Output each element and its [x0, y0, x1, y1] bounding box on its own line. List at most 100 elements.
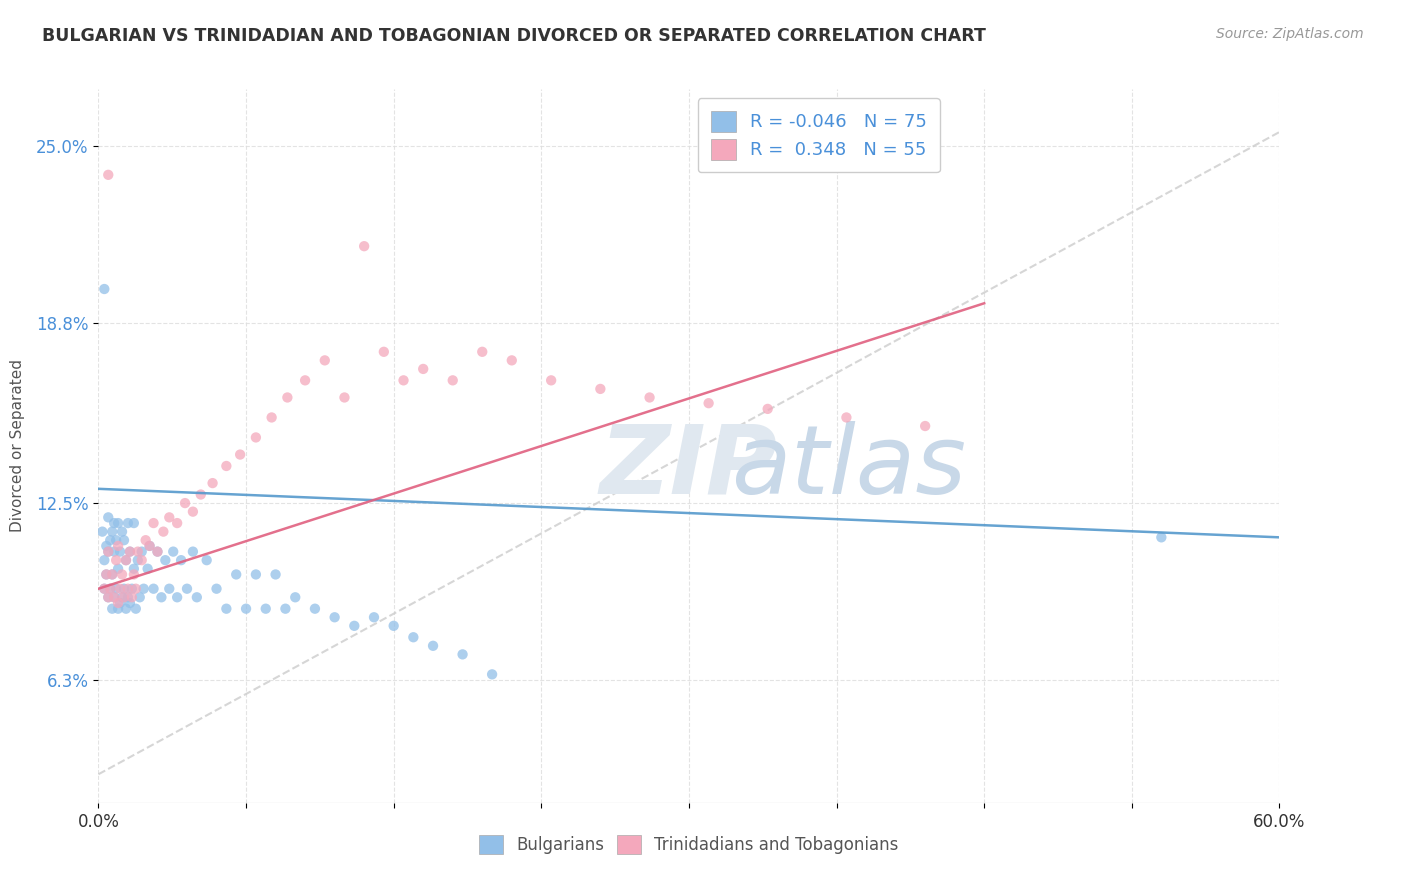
- Point: [323, 610, 346, 624]
- Point: [97, 544, 120, 558]
- Point: [136, 562, 159, 576]
- Point: [914, 419, 936, 434]
- Point: [107, 562, 129, 576]
- Point: [451, 648, 474, 662]
- Point: [333, 391, 356, 405]
- Point: [96, 567, 118, 582]
- Point: [118, 544, 141, 558]
- Point: [105, 553, 128, 567]
- Point: [135, 533, 157, 548]
- Text: ZIP: ZIP: [600, 421, 778, 514]
- Point: [304, 601, 326, 615]
- Point: [142, 516, 165, 530]
- Point: [589, 382, 612, 396]
- Text: atlas: atlas: [731, 421, 966, 514]
- Point: [138, 539, 160, 553]
- Legend: Bulgarians, Trinidadians and Tobagonians: Bulgarians, Trinidadians and Tobagonians: [468, 823, 910, 866]
- Point: [103, 516, 125, 530]
- Point: [118, 544, 141, 558]
- Point: [103, 544, 125, 558]
- Point: [101, 601, 124, 615]
- Point: [146, 544, 169, 558]
- Point: [111, 524, 134, 539]
- Point: [294, 373, 316, 387]
- Point: [697, 396, 720, 410]
- Point: [284, 591, 307, 605]
- Point: [112, 582, 135, 596]
- Point: [93, 553, 115, 567]
- Point: [97, 510, 120, 524]
- Point: [150, 591, 173, 605]
- Point: [103, 591, 125, 605]
- Point: [115, 553, 138, 567]
- Point: [121, 591, 143, 605]
- Point: [125, 582, 148, 596]
- Point: [91, 524, 114, 539]
- Point: [103, 591, 125, 605]
- Point: [101, 524, 124, 539]
- Point: [205, 582, 228, 596]
- Point: [122, 567, 145, 582]
- Point: [157, 510, 180, 524]
- Point: [108, 582, 131, 596]
- Text: Source: ZipAtlas.com: Source: ZipAtlas.com: [1216, 27, 1364, 41]
- Point: [201, 476, 224, 491]
- Point: [108, 596, 131, 610]
- Point: [166, 516, 188, 530]
- Point: [98, 533, 121, 548]
- Point: [93, 282, 115, 296]
- Point: [481, 667, 503, 681]
- Point: [97, 591, 120, 605]
- Point: [235, 601, 257, 615]
- Point: [245, 430, 267, 444]
- Point: [127, 553, 149, 567]
- Point: [115, 553, 138, 567]
- Point: [131, 553, 153, 567]
- Point: [274, 601, 297, 615]
- Point: [638, 391, 661, 405]
- Point: [441, 373, 464, 387]
- Point: [96, 567, 118, 582]
- Point: [132, 582, 155, 596]
- Point: [122, 516, 145, 530]
- Point: [101, 567, 124, 582]
- Point: [125, 601, 148, 615]
- Point: [157, 582, 180, 596]
- Point: [166, 591, 188, 605]
- Point: [117, 582, 139, 596]
- Point: [128, 591, 150, 605]
- Point: [186, 591, 208, 605]
- Point: [225, 567, 247, 582]
- Point: [101, 567, 124, 582]
- Point: [146, 544, 169, 558]
- Point: [93, 582, 115, 596]
- Point: [105, 533, 128, 548]
- Point: [264, 567, 287, 582]
- Point: [118, 596, 141, 610]
- Point: [96, 539, 118, 553]
- Point: [97, 544, 120, 558]
- Point: [111, 591, 134, 605]
- Point: [471, 344, 494, 359]
- Point: [107, 516, 129, 530]
- Point: [138, 539, 160, 553]
- Point: [382, 619, 405, 633]
- Point: [107, 601, 129, 615]
- Point: [343, 619, 366, 633]
- Point: [93, 582, 115, 596]
- Point: [422, 639, 444, 653]
- Y-axis label: Divorced or Separated: Divorced or Separated: [10, 359, 25, 533]
- Point: [392, 373, 415, 387]
- Point: [98, 582, 121, 596]
- Point: [107, 539, 129, 553]
- Point: [245, 567, 267, 582]
- Point: [98, 582, 121, 596]
- Point: [260, 410, 283, 425]
- Point: [190, 487, 212, 501]
- Point: [115, 601, 138, 615]
- Point: [142, 582, 165, 596]
- Point: [108, 544, 131, 558]
- Point: [254, 601, 277, 615]
- Point: [373, 344, 395, 359]
- Point: [131, 544, 153, 558]
